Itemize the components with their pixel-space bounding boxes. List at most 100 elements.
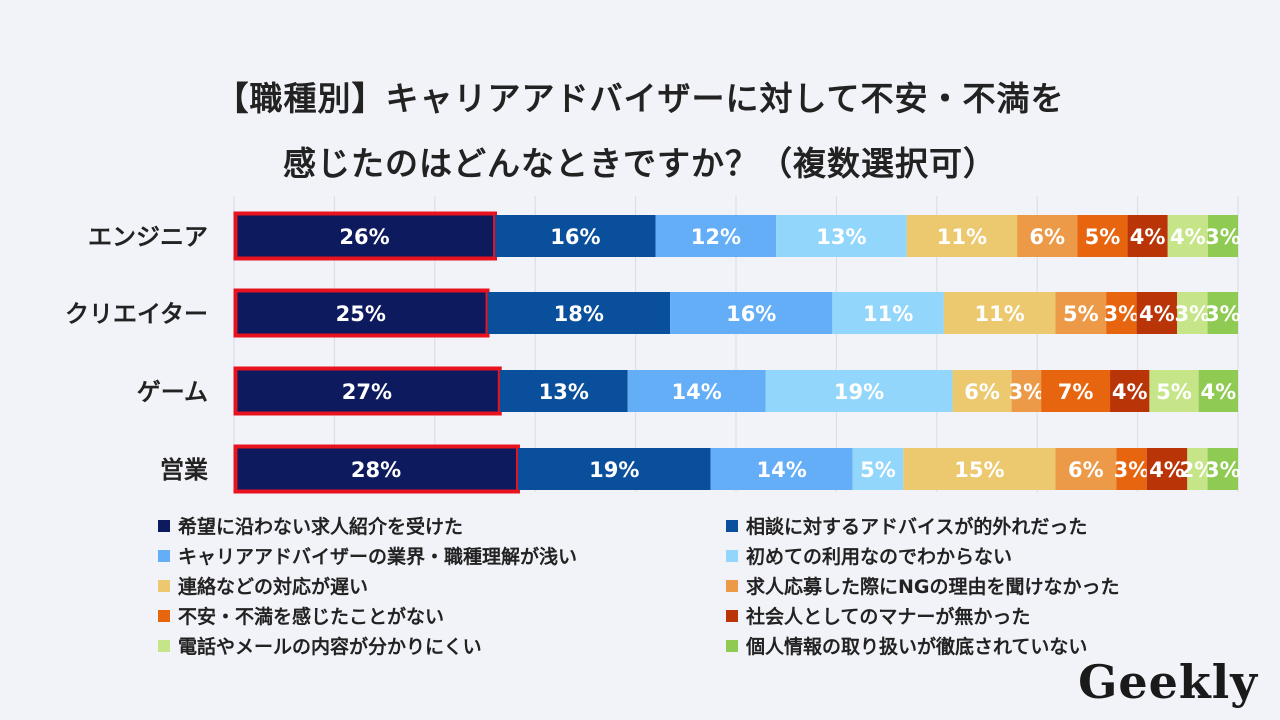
legend-label: 求人応募した際にNGの理由を聞けなかった	[746, 576, 1120, 598]
data-label: 11%	[975, 302, 1025, 326]
legend-label: 電話やメールの内容が分かりにくい	[178, 636, 482, 658]
data-label: 3%	[1114, 458, 1150, 482]
bar-segment	[670, 292, 833, 334]
chart-title: 【職種別】キャリアアドバイザーに対して不安・不満を	[215, 79, 1065, 118]
data-label: 16%	[726, 302, 776, 326]
category-label: ゲーム	[137, 378, 208, 406]
bar-segment	[1077, 215, 1128, 257]
legend-item: 電話やメールの内容が分かりにくい	[158, 632, 482, 659]
data-label: 4%	[1139, 302, 1175, 326]
data-label: 13%	[816, 225, 866, 249]
data-label: 25%	[336, 302, 386, 326]
data-label: 11%	[937, 225, 987, 249]
bar-segment	[1110, 370, 1150, 412]
bar-segment	[776, 215, 907, 257]
bar-segment	[1055, 292, 1107, 334]
chart-title-line2: 感じたのはどんなときですか？（複数選択可）	[283, 144, 997, 183]
data-label: 19%	[589, 458, 639, 482]
data-label: 11%	[863, 302, 913, 326]
legend-item: 相談に対するアドバイスが的外れだった	[726, 512, 1087, 539]
bar-segment	[234, 370, 500, 412]
bar-segment	[499, 370, 628, 412]
data-label: 4%	[1112, 380, 1148, 404]
data-label: 18%	[554, 302, 604, 326]
legend-item: 求人応募した際にNGの理由を聞けなかった	[726, 572, 1120, 599]
bar-segment	[1011, 370, 1042, 412]
legend-label: 初めての利用なのでわからない	[746, 546, 1013, 568]
legend-item: 社会人としてのマナーが無かった	[726, 602, 1030, 629]
bar-segment	[1041, 370, 1111, 412]
bar-segment	[765, 370, 953, 412]
data-label: 26%	[339, 225, 389, 249]
bar-segment	[517, 448, 711, 490]
bar-segment	[1127, 215, 1168, 257]
geekly-logo: Geekly	[1078, 655, 1258, 709]
legend-label: 相談に対するアドバイスが的外れだった	[746, 516, 1088, 538]
category-label: 営業	[160, 456, 208, 484]
legend-label: 希望に沿わない求人紹介を受けた	[178, 516, 464, 538]
category-label: エンジニア	[88, 223, 208, 251]
data-label: 4%	[1200, 380, 1236, 404]
bar-segment	[1198, 370, 1238, 412]
legend-item: 不安・不満を感じたことがない	[158, 602, 444, 629]
legend-swatch	[158, 609, 170, 622]
data-label: 27%	[342, 380, 392, 404]
bar-segment	[1177, 292, 1208, 334]
data-label: 5%	[1063, 302, 1099, 326]
data-label: 6%	[964, 380, 1000, 404]
data-label: 3%	[1205, 458, 1241, 482]
legend-item: 初めての利用なのでわからない	[726, 542, 1012, 569]
data-label: 5%	[860, 458, 896, 482]
data-label: 3%	[1009, 380, 1045, 404]
legend-swatch	[726, 519, 738, 532]
bar-segment	[1167, 215, 1208, 257]
bar-segment	[1207, 215, 1238, 257]
bar-segment	[627, 370, 766, 412]
data-label: 6%	[1068, 458, 1104, 482]
legend-label: 個人情報の取り扱いが徹底されていない	[746, 636, 1088, 658]
bar-segment	[1116, 448, 1147, 490]
legend-swatch	[158, 519, 170, 532]
bar-segment	[952, 370, 1012, 412]
data-label: 13%	[539, 380, 589, 404]
legend-swatch	[726, 549, 738, 562]
bar-segment	[832, 292, 944, 334]
data-label: 15%	[954, 458, 1004, 482]
data-label: 3%	[1175, 302, 1211, 326]
bar-segment	[487, 292, 671, 334]
data-label: 14%	[671, 380, 721, 404]
bar-segment	[1207, 448, 1238, 490]
legend-label: 連絡などの対応が遅い	[178, 576, 369, 598]
data-label: 4%	[1130, 225, 1166, 249]
bar-segment	[495, 215, 656, 257]
bar-segment	[1149, 370, 1199, 412]
data-label: 3%	[1104, 302, 1140, 326]
bar-segment	[234, 292, 488, 334]
data-label: 3%	[1205, 225, 1241, 249]
data-label: 5%	[1156, 380, 1192, 404]
legend-item: キャリアアドバイザーの業界・職種理解が浅い	[158, 542, 577, 569]
stacked-bar-chart: エンジニア 26% 16% 12% 13% 11% 6% 5% 4% 4% 3%クリエイター 25% 1…	[65, 196, 1241, 494]
data-label: 7%	[1058, 380, 1094, 404]
data-label: 12%	[691, 225, 741, 249]
bar-segment	[710, 448, 853, 490]
data-label: 4%	[1170, 225, 1206, 249]
bar-segment	[1207, 292, 1238, 334]
legend-label: 不安・不満を感じたことがない	[178, 606, 445, 628]
legend-swatch	[726, 609, 738, 622]
legend-item: 希望に沿わない求人紹介を受けた	[158, 512, 463, 539]
data-label: 16%	[550, 225, 600, 249]
data-label: 19%	[834, 380, 884, 404]
legend-label: 社会人としてのマナーが無かった	[746, 606, 1031, 628]
data-label: 6%	[1029, 225, 1065, 249]
bar-segment	[234, 215, 496, 257]
data-label: 28%	[351, 458, 401, 482]
legend-swatch	[158, 549, 170, 562]
bar-segment	[1106, 292, 1137, 334]
legend-swatch	[158, 639, 170, 652]
category-label: クリエイター	[65, 300, 208, 328]
bar-segment	[1017, 215, 1078, 257]
bar-segment	[234, 448, 518, 490]
bar-segment	[852, 448, 904, 490]
legend-swatch	[726, 639, 738, 652]
